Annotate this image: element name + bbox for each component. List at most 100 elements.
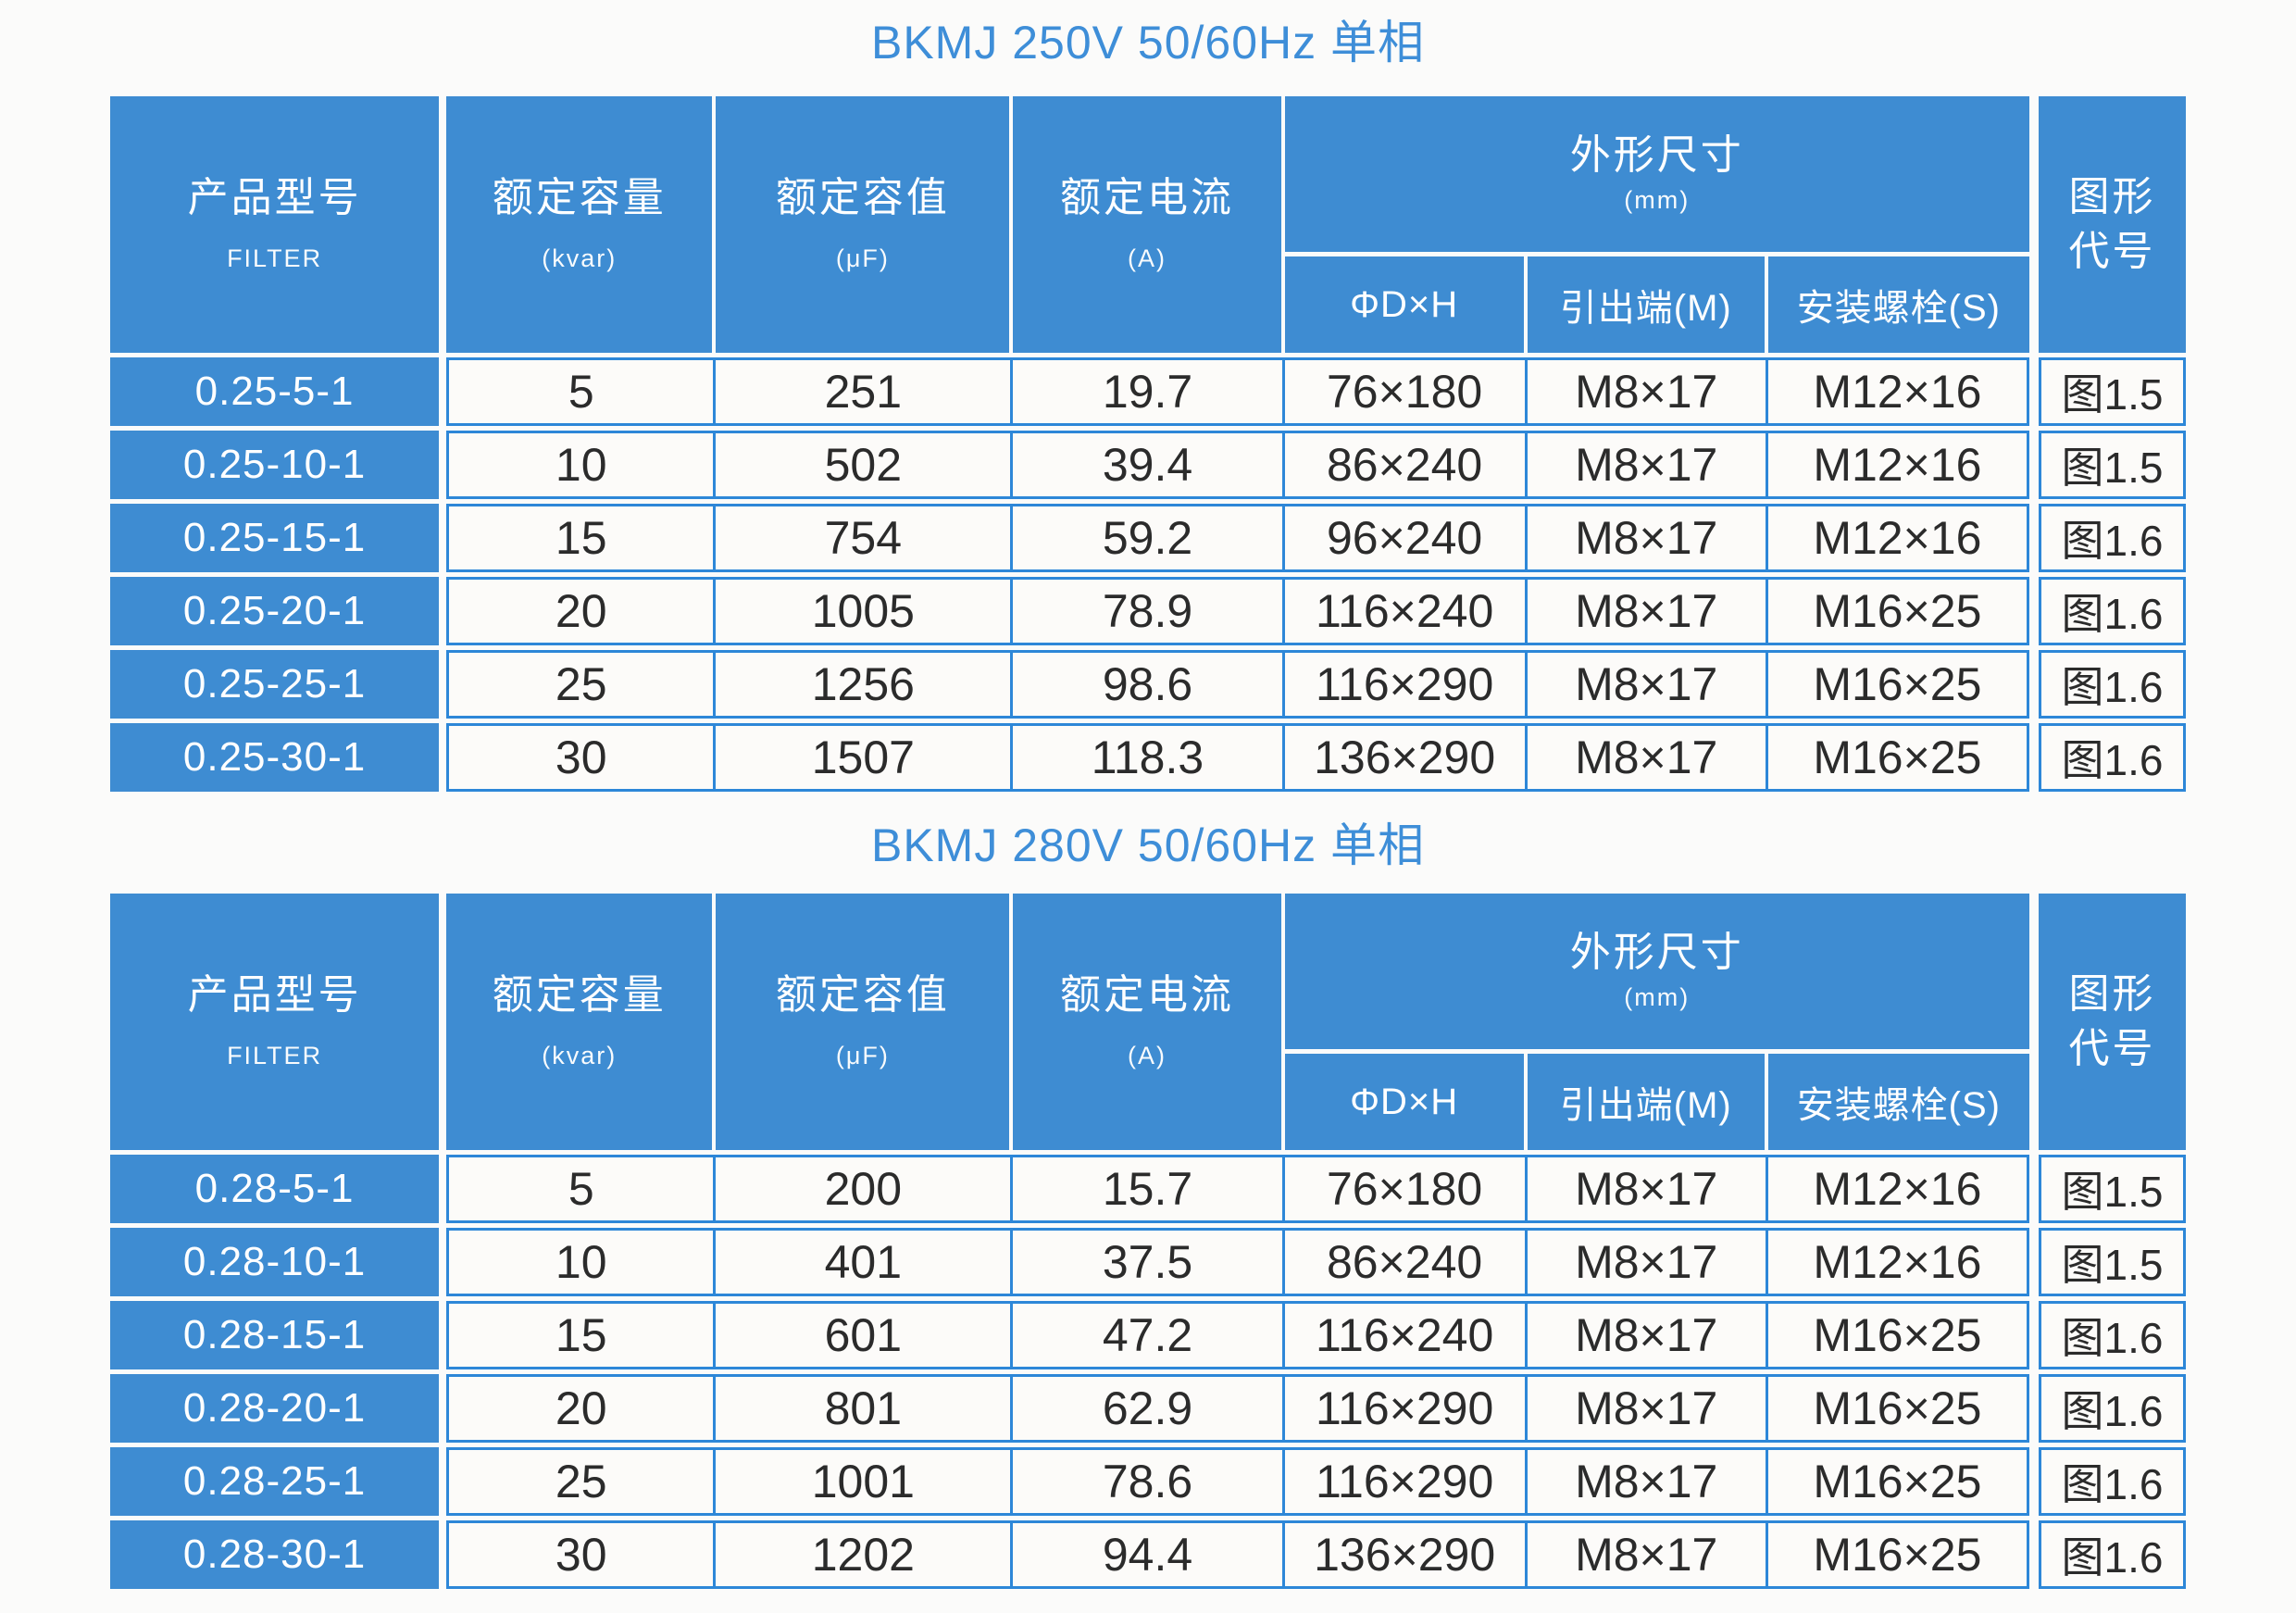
figure-code-cell: 图1.6 [2038,1447,2186,1516]
capacitance-cell: 502 [716,431,1014,499]
col-header-diameter-height: ΦD×H [1284,256,1528,353]
capacitance-cell: 1001 [716,1447,1014,1516]
col-header-capacity-sub: (kvar) [542,244,618,273]
col-header-capacity-main: 额定容量 [492,174,667,220]
dxh-cell: 116×290 [1284,650,1528,719]
mounting-bolt-cell: M16×25 [1767,577,2029,645]
dxh-cell: 86×240 [1284,1228,1528,1296]
dxh-cell: 96×240 [1284,504,1528,572]
capacitance-cell: 200 [716,1155,1014,1223]
col-header-figure-code: 图形 代号 [2038,96,2186,353]
figure-code-cell: 图1.5 [2038,1155,2186,1223]
model-cell: 0.28-15-1 [110,1301,440,1369]
mounting-bolt-cell: M12×16 [1767,1228,2029,1296]
capacity-cell: 30 [446,1520,717,1589]
lead-terminal-cell: M8×17 [1527,723,1768,792]
mounting-bolt-cell: M12×16 [1767,357,2029,426]
lead-terminal-cell: M8×17 [1527,1374,1768,1443]
current-cell: 39.4 [1013,431,1285,499]
col-header-mounting-bolt: 安装螺栓(S) [1767,1054,2029,1150]
col-header-capacity-sub: (kvar) [542,1042,618,1070]
capacitance-cell: 1005 [716,577,1014,645]
spec-table-250v: 产品型号 FILTER 额定容量 (kvar) 额定容值 (μF) 额定电流 (… [110,96,2186,792]
capacity-cell: 15 [446,504,717,572]
lead-terminal-cell: M8×17 [1527,357,1768,426]
col-header-capacitance: 额定容值 (μF) [716,894,1014,1150]
col-header-diameter-height: ΦD×H [1284,1054,1528,1150]
col-header-dimensions-main: 外形尺寸 [1569,930,1744,976]
col-header-capacitance-sub: (μF) [835,1042,890,1070]
figure-code-cell: 图1.6 [2038,1520,2186,1589]
col-header-dimensions-sub: (mm) [1624,185,1691,214]
model-cell: 0.25-25-1 [110,650,440,719]
current-cell: 78.9 [1013,577,1285,645]
spec-table-280v: 产品型号 FILTER 额定容量 (kvar) 额定容值 (μF) 额定电流 (… [110,894,2186,1589]
figure-code-cell: 图1.6 [2038,650,2186,719]
col-header-current: 额定电流 (A) [1013,96,1285,353]
col-header-dimensions: 外形尺寸 (mm) [1284,96,2029,252]
col-header-capacity: 额定容量 (kvar) [446,894,717,1150]
model-cell: 0.28-20-1 [110,1374,440,1443]
mounting-bolt-cell: M16×25 [1767,1374,2029,1443]
col-header-lead-terminal: 引出端(M) [1527,256,1768,353]
dxh-cell: 116×290 [1284,1447,1528,1516]
capacitance-cell: 401 [716,1228,1014,1296]
mounting-bolt-cell: M16×25 [1767,1301,2029,1369]
figure-code-cell: 图1.6 [2038,723,2186,792]
table-title-250v: BKMJ 250V 50/60Hz 单相 [870,17,1426,69]
dxh-cell: 136×290 [1284,723,1528,792]
model-cell: 0.28-25-1 [110,1447,440,1516]
mounting-bolt-cell: M12×16 [1767,1155,2029,1223]
col-header-figure-code: 图形 代号 [2038,894,2186,1150]
col-header-model-sub: FILTER [227,244,323,273]
mounting-bolt-cell: M16×25 [1767,650,2029,719]
current-cell: 98.6 [1013,650,1285,719]
col-header-model-sub: FILTER [227,1042,323,1070]
capacity-cell: 5 [446,1155,717,1223]
capacitance-cell: 1202 [716,1520,1014,1589]
col-header-model: 产品型号 FILTER [110,894,440,1150]
dxh-cell: 116×240 [1284,1301,1528,1369]
figure-code-cell: 图1.6 [2038,1301,2186,1369]
col-header-capacity-main: 额定容量 [492,971,667,1018]
dxh-cell: 116×290 [1284,1374,1528,1443]
figure-code-cell: 图1.6 [2038,577,2186,645]
col-header-capacitance-main: 额定容值 [775,174,950,220]
capacitance-cell: 754 [716,504,1014,572]
capacitance-cell: 251 [716,357,1014,426]
table-section-250v: BKMJ 250V 50/60Hz 单相 产品型号 FILTER 额定容量 (k… [0,0,2296,792]
lead-terminal-cell: M8×17 [1527,650,1768,719]
model-cell: 0.25-10-1 [110,431,440,499]
table-section-280v: BKMJ 280V 50/60Hz 单相 产品型号 FILTER 额定容量 (k… [0,792,2296,1589]
dxh-cell: 76×180 [1284,1155,1528,1223]
capacity-cell: 30 [446,723,717,792]
mounting-bolt-cell: M16×25 [1767,1447,2029,1516]
col-header-current-main: 额定电流 [1059,174,1234,220]
col-header-current-main: 额定电流 [1059,971,1234,1018]
model-cell: 0.25-20-1 [110,577,440,645]
dxh-cell: 86×240 [1284,431,1528,499]
lead-terminal-cell: M8×17 [1527,431,1768,499]
col-header-current: 额定电流 (A) [1013,894,1285,1150]
col-header-current-sub: (A) [1127,1042,1167,1070]
current-cell: 47.2 [1013,1301,1285,1369]
current-cell: 94.4 [1013,1520,1285,1589]
col-header-capacity: 额定容量 (kvar) [446,96,717,353]
model-cell: 0.25-30-1 [110,723,440,792]
lead-terminal-cell: M8×17 [1527,1301,1768,1369]
figure-code-cell: 图1.6 [2038,1374,2186,1443]
current-cell: 78.6 [1013,1447,1285,1516]
capacity-cell: 10 [446,431,717,499]
figure-code-cell: 图1.5 [2038,357,2186,426]
capacity-cell: 25 [446,650,717,719]
current-cell: 62.9 [1013,1374,1285,1443]
lead-terminal-cell: M8×17 [1527,1155,1768,1223]
figure-code-cell: 图1.5 [2038,1228,2186,1296]
col-header-dimensions: 外形尺寸 (mm) [1284,894,2029,1049]
dxh-cell: 136×290 [1284,1520,1528,1589]
model-cell: 0.28-5-1 [110,1155,440,1223]
capacitance-cell: 1256 [716,650,1014,719]
current-cell: 118.3 [1013,723,1285,792]
current-cell: 19.7 [1013,357,1285,426]
mounting-bolt-cell: M16×25 [1767,723,2029,792]
